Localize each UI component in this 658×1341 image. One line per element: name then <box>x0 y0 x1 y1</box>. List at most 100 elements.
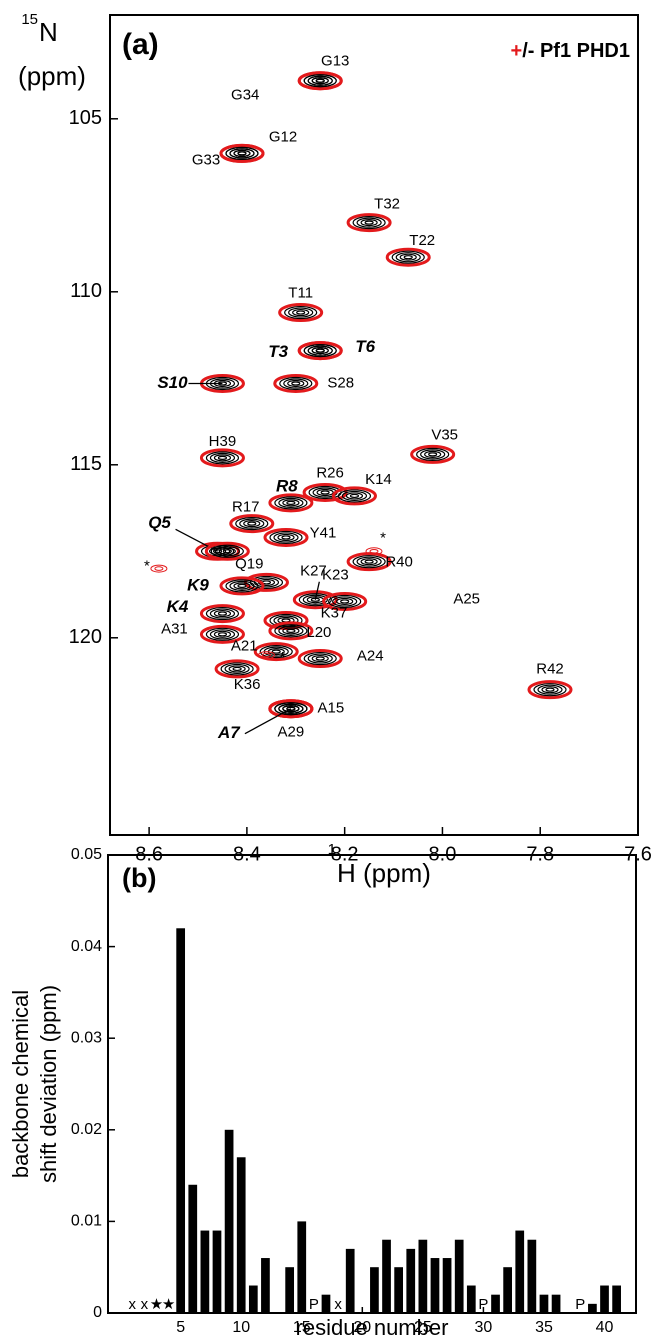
peak-contour <box>541 686 559 694</box>
peak-contour <box>199 624 245 644</box>
bar <box>527 1239 537 1313</box>
peak-contour <box>237 583 247 588</box>
peak-contour <box>352 215 386 230</box>
peak-contour <box>311 347 329 355</box>
peak <box>268 493 314 513</box>
x-tick-label: 40 <box>596 1319 614 1336</box>
x-tick-label: 35 <box>535 1319 553 1336</box>
peak-label: G12 <box>269 128 297 145</box>
peak-label: Y41 <box>310 524 337 541</box>
y-tick-label: 0.04 <box>71 938 102 955</box>
bar <box>600 1285 609 1313</box>
peak-contour <box>307 653 333 664</box>
peak-contour <box>233 582 251 590</box>
bar <box>430 1258 440 1313</box>
bar <box>406 1248 416 1313</box>
peak-contour <box>337 489 372 503</box>
peak-label: G34 <box>231 87 259 104</box>
peak-contour <box>288 307 314 318</box>
peak-label: T6 <box>355 337 375 356</box>
peak-contour <box>220 662 254 676</box>
peak-contour <box>340 599 350 604</box>
peak-contour <box>209 629 236 640</box>
peak-contour <box>214 659 260 679</box>
peak-contour <box>297 341 343 361</box>
peak-label: S28 <box>327 374 354 391</box>
peak-contour <box>205 627 240 641</box>
residue-annotation: P <box>575 1296 585 1313</box>
bar <box>285 1267 295 1313</box>
peak-contour <box>291 381 301 386</box>
peak-contour <box>364 220 374 225</box>
peak-contour <box>352 555 386 569</box>
peak-contour <box>416 447 450 462</box>
peak-contour <box>286 500 296 505</box>
bar <box>370 1267 379 1313</box>
peak-contour <box>346 213 392 233</box>
peak-contour <box>268 621 314 641</box>
y-label-sup: 15 <box>21 11 38 28</box>
peak-contour <box>533 683 567 697</box>
peak <box>410 444 456 464</box>
peak-label: R40 <box>385 554 413 571</box>
plot-frame <box>107 854 637 1314</box>
bar <box>503 1267 512 1313</box>
peak <box>253 642 299 662</box>
peak-contour <box>228 665 246 673</box>
peak-contour <box>332 596 358 607</box>
bar <box>539 1294 549 1313</box>
bar <box>466 1285 476 1313</box>
peak <box>278 303 324 323</box>
peak-contour <box>154 566 164 571</box>
peak-contour <box>369 548 379 554</box>
peak-contour <box>235 517 269 531</box>
peak-contour <box>233 149 251 157</box>
peak-contour <box>229 514 275 534</box>
peak-contour <box>213 630 232 638</box>
residue-annotation: P <box>309 1296 319 1313</box>
peak-contour <box>356 217 382 228</box>
peak-contour <box>271 649 281 654</box>
peak-contour <box>273 532 299 543</box>
peak-contour <box>322 591 368 611</box>
peak-contour <box>274 496 308 510</box>
peak <box>219 143 265 163</box>
peak <box>199 448 245 468</box>
peak <box>322 591 368 611</box>
peak-contour <box>239 518 265 529</box>
peak-contour <box>218 547 236 555</box>
peak-label: L20 <box>306 624 331 641</box>
bar <box>442 1258 452 1313</box>
peak-contour <box>356 556 382 567</box>
peak-contour <box>247 521 257 526</box>
peak-contour <box>298 593 332 607</box>
peak-label: G33 <box>192 151 220 168</box>
plot-frame <box>109 14 639 836</box>
peak <box>268 699 314 719</box>
peak-contour <box>365 547 383 556</box>
legend: +/- Pf1 PHD1 <box>511 40 631 62</box>
peak-label: A24 <box>357 648 384 665</box>
peak <box>527 680 573 700</box>
peak-label: T3 <box>268 342 288 361</box>
peak-contour <box>311 654 329 663</box>
peak <box>331 486 377 506</box>
peak-contour <box>320 490 330 495</box>
x-tick-label: 7.6 <box>624 843 652 865</box>
peak <box>199 604 245 624</box>
x-label: H (ppm) <box>337 858 431 888</box>
y-label: backbone chemical <box>8 990 33 1178</box>
peak-contour <box>281 535 291 540</box>
peak-contour <box>297 649 343 669</box>
y-tick-label: 120 <box>69 626 102 648</box>
peak-contour <box>243 572 289 592</box>
leader-line <box>314 581 320 600</box>
peak-contour <box>257 651 275 660</box>
bar <box>297 1221 307 1313</box>
peak-label: Q19 <box>235 555 263 572</box>
peak-contour <box>282 705 300 713</box>
peak-contour <box>225 146 259 160</box>
peak-contour <box>205 606 240 621</box>
y-tick-label: 115 <box>70 453 102 475</box>
